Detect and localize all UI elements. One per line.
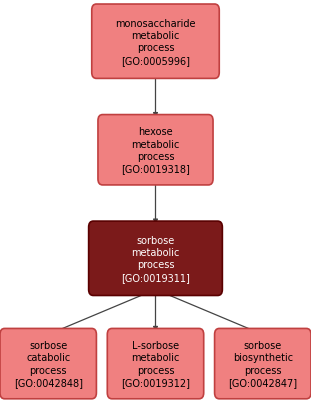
Text: sorbose
catabolic
process
[GO:0042848]: sorbose catabolic process [GO:0042848]	[14, 340, 83, 387]
Text: sorbose
biosynthetic
process
[GO:0042847]: sorbose biosynthetic process [GO:0042847…	[228, 340, 297, 387]
FancyBboxPatch shape	[89, 221, 222, 296]
FancyBboxPatch shape	[107, 329, 204, 399]
Text: L-sorbose
metabolic
process
[GO:0019312]: L-sorbose metabolic process [GO:0019312]	[121, 340, 190, 387]
FancyBboxPatch shape	[98, 115, 213, 185]
Text: monosaccharide
metabolic
process
[GO:0005996]: monosaccharide metabolic process [GO:000…	[115, 18, 196, 66]
Text: hexose
metabolic
process
[GO:0019318]: hexose metabolic process [GO:0019318]	[121, 127, 190, 174]
FancyBboxPatch shape	[92, 5, 219, 79]
FancyBboxPatch shape	[0, 329, 96, 399]
Text: sorbose
metabolic
process
[GO:0019311]: sorbose metabolic process [GO:0019311]	[121, 235, 190, 282]
FancyBboxPatch shape	[215, 329, 311, 399]
